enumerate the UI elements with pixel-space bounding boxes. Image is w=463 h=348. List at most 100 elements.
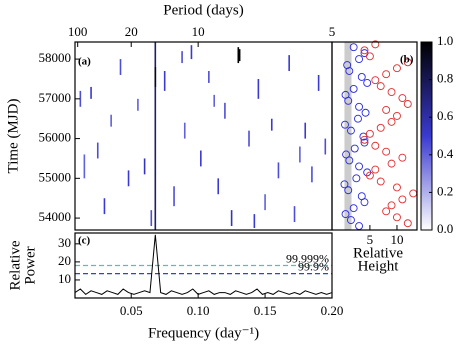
peak-point — [365, 129, 374, 138]
power-streak — [200, 150, 202, 167]
power-streak — [253, 214, 256, 229]
y-axis-title: Time (MJD) — [5, 99, 21, 174]
power-streak — [238, 49, 241, 62]
power-streak — [154, 42, 157, 230]
peak-point — [357, 73, 366, 81]
peak-point — [354, 114, 362, 123]
x-tick-label: 10 — [192, 24, 205, 39]
peak-point — [363, 78, 372, 87]
peak-point — [403, 58, 412, 67]
peak-point — [403, 100, 412, 108]
peak-point — [376, 177, 385, 186]
peak-point — [382, 147, 391, 156]
threshold-label: 99.9% — [298, 259, 329, 273]
threshold-label: 99.999% — [286, 251, 329, 265]
peak-point — [382, 106, 391, 114]
power-streak — [208, 71, 210, 83]
peak-point — [361, 108, 370, 117]
power-streak — [230, 210, 233, 227]
peak-point — [349, 43, 358, 52]
power-streak — [173, 186, 175, 207]
y-axis-title: Relative — [7, 240, 23, 290]
peak-point — [342, 150, 351, 159]
peak-point — [346, 126, 355, 135]
x-tick-label: 5 — [329, 24, 336, 39]
peak-point — [344, 186, 353, 195]
power-streak — [304, 122, 307, 139]
y-tick-label: 58000 — [39, 50, 72, 65]
peak-point — [341, 120, 349, 129]
power-streak — [181, 51, 183, 64]
peak-point — [355, 162, 364, 171]
power-streak — [324, 138, 327, 155]
power-streak — [299, 146, 301, 163]
peak-point — [387, 201, 396, 210]
power-streak — [237, 47, 240, 64]
peak-point — [398, 153, 407, 162]
power-streak — [288, 55, 290, 72]
peak-point — [371, 141, 380, 150]
power-streak — [224, 102, 226, 119]
peak-point — [398, 195, 407, 204]
power-streak — [83, 154, 86, 179]
x-axis-title: Height — [358, 258, 400, 274]
power-streak — [264, 194, 266, 211]
power-streak — [190, 45, 193, 60]
peak-point — [345, 156, 354, 165]
peak-point — [360, 135, 369, 144]
peak-point — [409, 189, 418, 198]
power-streak — [96, 142, 99, 159]
colorbar — [420, 41, 433, 231]
peak-point — [371, 40, 380, 49]
power-streak — [317, 74, 320, 91]
peak-point — [359, 132, 368, 141]
peak-point — [387, 117, 396, 126]
x-tick-label: 10 — [390, 232, 403, 247]
plot-frame — [74, 232, 333, 299]
y-tick-label: 30 — [58, 235, 71, 250]
x-tick-label: 0.20 — [321, 303, 344, 318]
power-streak — [183, 122, 186, 139]
colorbar-tick-label: 0.0 — [437, 221, 453, 236]
power-streak — [79, 90, 82, 107]
peak-point — [355, 222, 364, 230]
x-tick-label: 0.15 — [254, 303, 277, 318]
peak-point — [340, 180, 349, 189]
peak-point — [365, 171, 374, 180]
power-streak — [119, 59, 122, 75]
y-axis-title: Power — [22, 246, 38, 284]
x-tick-label: 0.05 — [120, 303, 143, 318]
peak-point — [360, 46, 369, 55]
y-tick-label: 57000 — [39, 90, 72, 105]
panel-label: (a) — [78, 56, 91, 68]
colorbar-tick-label: 0.8 — [437, 71, 453, 86]
x-tick-label: 20 — [125, 24, 138, 39]
x-tick-label: 100 — [68, 24, 88, 39]
colorbar-tick-label: 0.4 — [437, 146, 454, 161]
power-streak — [90, 86, 92, 99]
peak-point — [352, 174, 361, 183]
y-tick-label: 54000 — [39, 209, 72, 224]
peak-point — [371, 165, 380, 174]
peak-point — [341, 210, 350, 219]
power-streak — [110, 114, 112, 127]
peak-point — [360, 138, 369, 147]
peak-point — [382, 207, 391, 216]
power-streak — [163, 71, 166, 91]
x-tick-label: 5 — [367, 232, 374, 247]
peak-point — [393, 111, 401, 120]
colorbar-tick-label: 1.0 — [437, 33, 453, 48]
peak-point — [376, 82, 385, 91]
peak-point — [350, 144, 359, 153]
power-streak — [257, 78, 260, 99]
power-streak — [143, 158, 146, 175]
plot-frame — [331, 41, 418, 231]
peak-point — [349, 204, 358, 213]
peak-point — [365, 52, 374, 61]
peak-point — [371, 76, 380, 85]
power-streak — [103, 198, 106, 215]
power-streak — [154, 67, 157, 87]
peak-point — [398, 94, 407, 102]
